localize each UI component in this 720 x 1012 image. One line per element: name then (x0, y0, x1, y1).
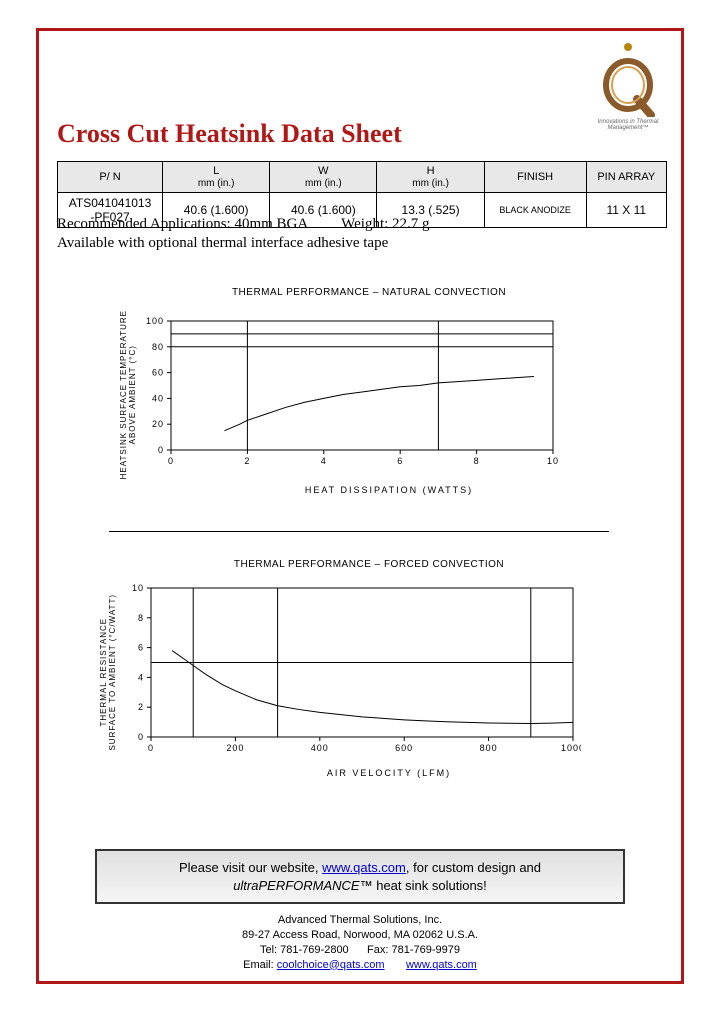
th-w: W mm (in.) (270, 162, 377, 193)
chart1-title: THERMAL PERFORMANCE – NATURAL CONVECTION (119, 287, 619, 298)
svg-text:4: 4 (321, 456, 327, 466)
svg-text:0: 0 (158, 445, 164, 455)
chart-natural-convection: THERMAL PERFORMANCE – NATURAL CONVECTION… (119, 287, 619, 495)
svg-text:4: 4 (138, 672, 144, 682)
page-title: Cross Cut Heatsink Data Sheet (57, 119, 402, 149)
page-border: Innovations in Thermal Management™ Cross… (36, 28, 684, 984)
company-logo: Innovations in Thermal Management™ (583, 37, 673, 131)
svg-text:1000: 1000 (561, 743, 581, 753)
svg-text:40: 40 (152, 393, 164, 403)
td-pinarray: 11 X 11 (586, 193, 666, 228)
footer-email-label: Email: (243, 959, 277, 971)
svg-text:400: 400 (311, 743, 329, 753)
td-finish: BLACK ANODIZE (484, 193, 586, 228)
svg-text:6: 6 (138, 643, 144, 653)
svg-text:20: 20 (152, 419, 164, 429)
th-l: L mm (in.) (163, 162, 270, 193)
footer-company: Advanced Thermal Solutions, Inc. (278, 914, 442, 926)
svg-text:100: 100 (146, 316, 164, 326)
footer-email-link[interactable]: coolchoice@qats.com (277, 959, 385, 971)
footer-fax: Fax: 781-769-9979 (367, 944, 460, 956)
chart2-plot: 0 200 400 600 800 1000 0 2 4 6 8 10 (121, 582, 581, 762)
footer: Advanced Thermal Solutions, Inc. 89-27 A… (39, 913, 681, 972)
svg-text:8: 8 (138, 613, 144, 623)
promo-text-2b: heat sink solutions! (373, 878, 487, 893)
svg-text:6: 6 (397, 456, 403, 466)
promo-link[interactable]: www.qats.com (322, 860, 406, 875)
footer-tel: Tel: 781-769-2800 (260, 944, 349, 956)
table-header-row: P/ N L mm (in.) W mm (in.) H mm (in.) FI… (58, 162, 667, 193)
svg-text:0: 0 (138, 732, 144, 742)
footer-addr: 89-27 Access Road, Norwood, MA 02062 U.S… (242, 929, 478, 941)
chart2-title: THERMAL PERFORMANCE – FORCED CONVECTION (99, 559, 639, 570)
svg-text:200: 200 (226, 743, 244, 753)
chart2-ylabel: THERMAL RESISTANCE SURFACE TO AMBIENT (°… (99, 594, 117, 751)
promo-text-1b: , for custom design and (406, 860, 541, 875)
svg-text:0: 0 (148, 743, 154, 753)
svg-text:0: 0 (168, 456, 174, 466)
promo-box: Please visit our website, www.qats.com, … (95, 849, 625, 904)
th-h: H mm (in.) (377, 162, 484, 193)
svg-text:10: 10 (547, 456, 559, 466)
notes-block: Recommended Applications: 40mm BGA Weigh… (57, 215, 430, 253)
chart1-plot: 0246810020406080100 (141, 315, 561, 475)
th-pn: P/ N (58, 162, 163, 193)
th-pinarray: PIN ARRAY (586, 162, 666, 193)
chart-forced-convection: THERMAL PERFORMANCE – FORCED CONVECTION … (99, 559, 639, 778)
svg-text:2: 2 (244, 456, 250, 466)
svg-text:800: 800 (480, 743, 498, 753)
chart-divider (109, 531, 609, 532)
promo-text-1a: Please visit our website, (179, 860, 322, 875)
chart2-xlabel: AIR VELOCITY (LFM) (139, 768, 639, 778)
svg-text:8: 8 (474, 456, 480, 466)
svg-text:10: 10 (132, 583, 144, 593)
svg-text:60: 60 (152, 367, 164, 377)
promo-brand: ultraPERFORMANCE™ (233, 878, 372, 893)
notes-weight: Weight: 22.7 g (341, 216, 429, 232)
svg-text:600: 600 (395, 743, 413, 753)
svg-text:80: 80 (152, 341, 164, 351)
footer-web-link[interactable]: www.qats.com (406, 959, 477, 971)
svg-text:2: 2 (138, 702, 144, 712)
notes-tape: Available with optional thermal interfac… (57, 235, 388, 251)
notes-apps: Recommended Applications: 40mm BGA (57, 216, 307, 232)
logo-tagline: Innovations in Thermal Management™ (583, 119, 673, 131)
chart1-ylabel: HEATSINK SURFACE TEMPERATURE ABOVE AMBIE… (119, 310, 137, 479)
th-finish: FINISH (484, 162, 586, 193)
chart1-xlabel: HEAT DISSIPATION (WATTS) (159, 485, 619, 495)
